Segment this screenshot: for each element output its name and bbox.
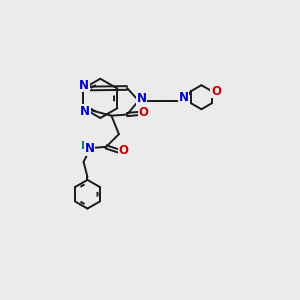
Text: N: N (79, 79, 89, 92)
Text: H: H (81, 141, 91, 151)
Text: N: N (136, 92, 146, 105)
Text: N: N (85, 142, 94, 155)
Text: N: N (80, 105, 90, 118)
Text: O: O (139, 106, 148, 119)
Text: N: N (178, 91, 188, 104)
Text: O: O (211, 85, 221, 98)
Text: O: O (119, 144, 129, 157)
